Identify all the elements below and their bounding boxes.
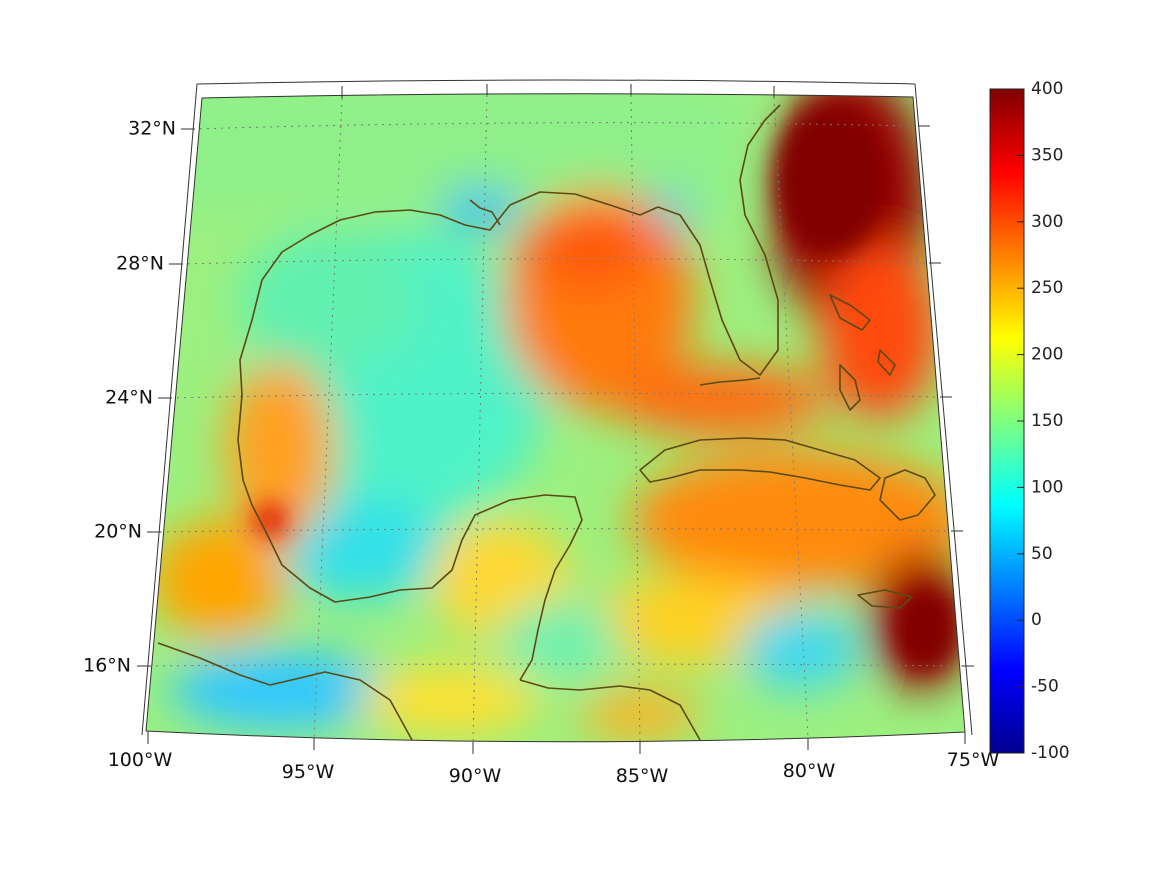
colorbar-label: -100 (1031, 743, 1070, 763)
colorbar-label: 250 (1031, 278, 1063, 298)
lat-label: 28°N (116, 253, 164, 275)
lon-label: 75°W (947, 749, 1000, 771)
colorbar-label: 200 (1031, 345, 1063, 365)
lat-label: 24°N (105, 387, 153, 409)
colorbar-label: 350 (1031, 145, 1063, 165)
colorbar-labels: 400 350 300 250 200 150 100 50 0 -50 -10… (1031, 79, 1070, 763)
colorbar-label: 50 (1031, 544, 1053, 564)
graticule (148, 94, 963, 743)
lon-label: 90°W (449, 765, 502, 787)
lat-label: 16°N (83, 655, 131, 677)
colorbar-label: -50 (1031, 677, 1059, 697)
lon-label: 85°W (616, 765, 669, 787)
data-field (146, 93, 965, 742)
colorbar-label: 300 (1031, 212, 1063, 232)
longitude-labels: 100°W 95°W 90°W 85°W 80°W 75°W (108, 749, 1000, 787)
map-frame (145, 93, 966, 743)
lon-label: 80°W (783, 760, 836, 782)
lat-label: 20°N (94, 521, 142, 543)
latitude-labels: 32°N 28°N 24°N 20°N 16°N (83, 118, 176, 677)
lon-label: 95°W (282, 761, 335, 783)
coastlines (157, 104, 936, 741)
ticks (137, 84, 974, 754)
colorbar-label: 100 (1031, 477, 1063, 497)
lat-label: 32°N (128, 118, 176, 140)
colorbar-ticks (1017, 88, 1024, 754)
colorbar-label: 0 (1031, 610, 1042, 630)
lon-label: 100°W (108, 749, 173, 771)
colorbar-label: 150 (1031, 411, 1063, 431)
colorbar-label: 400 (1031, 79, 1063, 99)
